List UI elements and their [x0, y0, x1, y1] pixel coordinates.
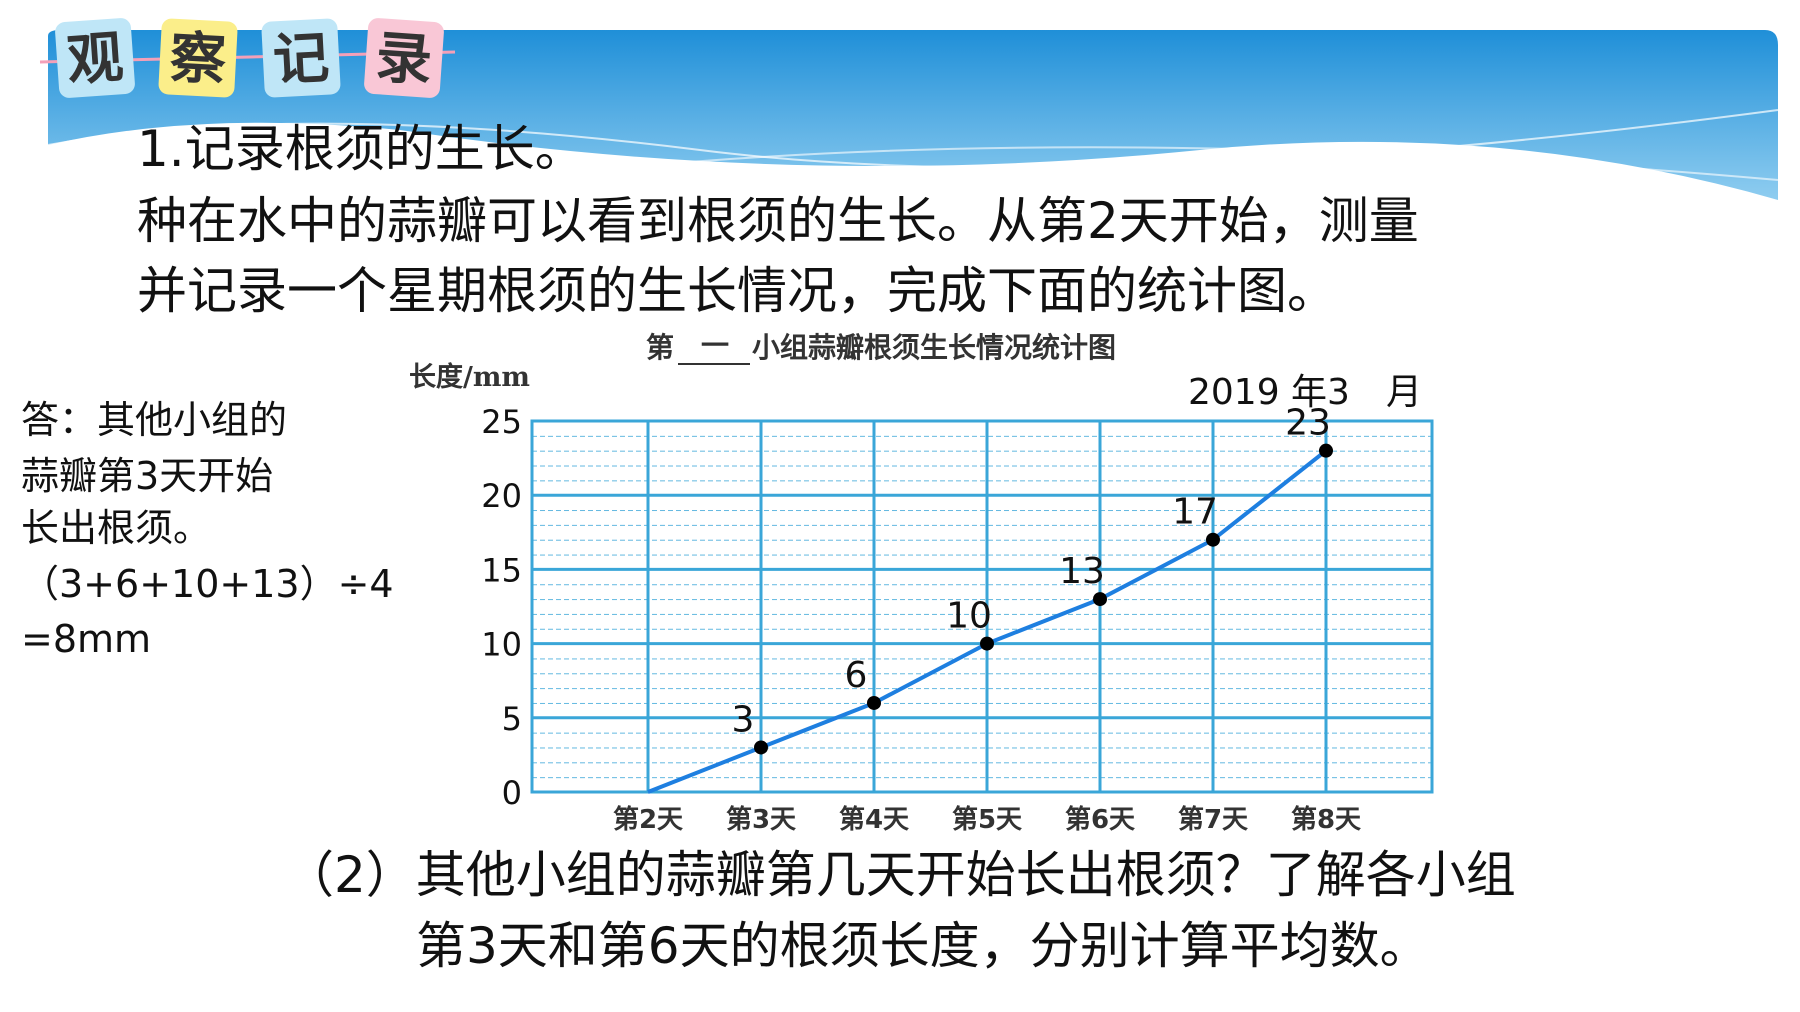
answer-line: 长出根须。 [21, 506, 211, 550]
chart: 第一小组蒜瓣根须生长情况统计图长度/mm 2019 年3 月 0 5 10 15 20 25 第… [409, 329, 1434, 835]
x-tick-label: 第8天 [1291, 804, 1361, 835]
data-label: 3 [732, 699, 755, 740]
y-tick-label: 15 [481, 551, 522, 589]
x-tick-label: 第6天 [1065, 804, 1135, 835]
date-note: 2019 年3 月 [1188, 372, 1422, 413]
y-tick-label: 10 [481, 626, 522, 664]
chart-title-fill: 一 [701, 329, 729, 362]
answer-line: 蒜瓣第3天开始 [21, 454, 273, 498]
tile-text: 录 [374, 25, 434, 94]
answer-line: （3+6+10+13）÷4 [21, 562, 394, 606]
x-tick-label: 第4天 [839, 804, 909, 835]
tile: 录 [364, 18, 444, 98]
x-tick-label: 第3天 [726, 804, 796, 835]
data-point [980, 636, 994, 651]
tile: 记 [261, 18, 341, 98]
data-label: 10 [946, 596, 992, 637]
banner-wave [599, 146, 1779, 181]
data-label: 23 [1285, 403, 1331, 444]
tile-box [261, 18, 341, 98]
tile: 察 [158, 18, 238, 98]
data-point [1093, 592, 1107, 607]
tile-box [158, 18, 238, 98]
y-tick-label: 20 [481, 477, 522, 515]
x-tick-label: 第5天 [952, 804, 1022, 835]
tile: 观 [55, 18, 135, 98]
question-line: （2）其他小组的蒜瓣第几天开始长出根须？了解各小组 [284, 846, 1516, 904]
tile-text: 观 [65, 25, 125, 94]
tiles: 观察记录 [55, 18, 444, 98]
chart-title: 小组蒜瓣根须生长情况统计图 [752, 331, 1116, 364]
x-tick-label: 第7天 [1178, 804, 1248, 835]
y-tick-label: 25 [481, 403, 522, 441]
data-point [867, 695, 881, 710]
data-point [754, 740, 768, 755]
intro-line: 种在水中的蒜瓣可以看到根须的生长。从第2天开始，测量 [137, 192, 1419, 250]
data-label: 6 [845, 655, 868, 696]
x-tick-label: 第2天 [613, 804, 683, 835]
banner [48, 30, 1778, 200]
tile-box [364, 18, 444, 98]
data-point [1206, 532, 1220, 547]
y-tick-label: 0 [502, 774, 522, 812]
question-line: 第3天和第6天的根须长度，分别计算平均数。 [416, 917, 1430, 975]
answer-line: 答：其他小组的 [21, 398, 287, 442]
tile-text: 察 [168, 26, 227, 94]
data-label: 17 [1172, 492, 1218, 533]
tile-box [55, 18, 135, 98]
chart-title-prefix: 第 [646, 331, 674, 364]
plot-border [530, 419, 1434, 794]
y-tick-label: 5 [502, 700, 522, 738]
data-label: 13 [1059, 551, 1105, 592]
data-point [1319, 443, 1333, 458]
answer-line: =8mm [21, 617, 151, 661]
y-axis-label: 长度/mm [409, 361, 530, 393]
heading: 1.记录根须的生长。 [137, 120, 585, 178]
intro-line: 并记录一个星期根须的生长情况，完成下面的统计图。 [137, 262, 1337, 320]
tile-text: 记 [271, 26, 330, 94]
